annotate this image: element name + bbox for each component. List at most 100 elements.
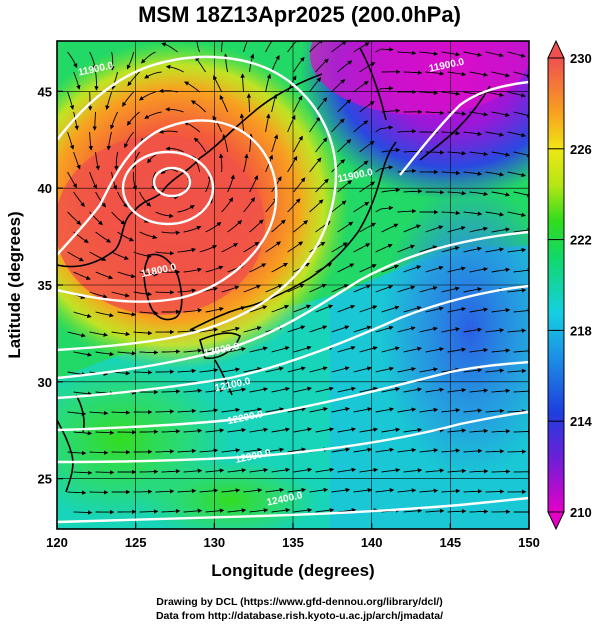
streamline-371 xyxy=(485,368,505,373)
streamline-129 xyxy=(491,151,511,157)
streamline-147 xyxy=(397,168,417,174)
streamline-22 xyxy=(73,71,81,90)
x-axis-ticks: 120 125 130 135 140 145 150 xyxy=(46,523,540,550)
streamline-235 xyxy=(397,244,416,253)
streamline-518 xyxy=(337,507,357,513)
streamline-429 xyxy=(315,427,335,433)
streamline-521 xyxy=(403,508,423,514)
streamline-6 xyxy=(196,41,201,53)
streamline-465 xyxy=(139,469,159,474)
streamline-98 xyxy=(287,114,296,133)
streamline-35 xyxy=(359,62,376,73)
y-tick-label-30: 30 xyxy=(38,375,52,390)
streamline-9 xyxy=(265,41,276,53)
streamline-302 xyxy=(425,306,444,313)
streamline-273 xyxy=(265,284,283,293)
streamline-430 xyxy=(337,427,357,433)
streamline-48 xyxy=(138,91,156,101)
streamline-18 xyxy=(463,51,483,57)
streamline-286 xyxy=(73,311,92,319)
streamline-478 xyxy=(425,468,445,473)
streamline-200 xyxy=(117,231,134,242)
streamline-53 xyxy=(265,73,272,93)
streamline-388 xyxy=(381,387,401,393)
streamline-366 xyxy=(375,366,394,373)
x-tick-label-150: 150 xyxy=(518,535,540,550)
streamline-57 xyxy=(353,80,369,93)
streamline-28 xyxy=(195,56,206,73)
streamline-156 xyxy=(117,191,128,208)
streamline-446 xyxy=(199,448,219,453)
streamline-49 xyxy=(158,88,178,94)
streamline-495 xyxy=(309,487,329,493)
streamline-316 xyxy=(243,326,262,333)
streamline-222 xyxy=(111,251,129,260)
credits-drawing: Drawing by DCL (https://www.gfd-dennou.o… xyxy=(156,596,443,608)
streamline-468 xyxy=(205,468,225,473)
streamline-333 xyxy=(139,350,159,355)
streamline-14 xyxy=(375,47,394,53)
streamline-255 xyxy=(359,264,377,273)
streamline-205 xyxy=(227,219,243,233)
streamline-228 xyxy=(243,241,260,253)
streamline-327 xyxy=(485,328,505,333)
streamline-188 xyxy=(331,200,347,213)
streamline-323 xyxy=(397,326,416,333)
streamline-418 xyxy=(73,430,93,436)
streamline-279 xyxy=(397,285,416,293)
streamline-234 xyxy=(375,244,393,253)
streamline-186 xyxy=(287,198,301,213)
streamline-342 xyxy=(337,345,356,353)
streamline-239 xyxy=(485,247,505,253)
streamline-225 xyxy=(177,247,197,253)
streamline-357 xyxy=(177,368,197,374)
streamline-405 xyxy=(265,407,285,413)
streamline-484 xyxy=(67,490,87,495)
streamline-383 xyxy=(271,386,290,393)
streamline-509 xyxy=(139,509,159,514)
streamline-99 xyxy=(309,116,321,133)
streamline-301 xyxy=(403,306,422,313)
streamline-100 xyxy=(331,118,345,133)
streamline-142 xyxy=(287,155,298,173)
wind-streamlines xyxy=(67,41,548,515)
streamline-331 xyxy=(95,351,115,357)
streamline-502 xyxy=(463,488,483,494)
streamline-83 xyxy=(447,111,467,116)
streamline-308 xyxy=(67,331,86,338)
streamline-237 xyxy=(441,245,460,253)
streamline-359 xyxy=(221,367,241,373)
streamline-378 xyxy=(161,389,181,394)
streamline-193 xyxy=(441,210,461,216)
streamline-409 xyxy=(353,406,373,413)
streamline-285 xyxy=(530,291,548,292)
streamline-194 xyxy=(463,211,483,216)
streamline-245 xyxy=(139,271,159,277)
streamline-153 xyxy=(530,172,548,176)
streamline-332 xyxy=(117,351,137,356)
streamline-423 xyxy=(183,428,203,434)
colorbar-gradient xyxy=(547,57,565,513)
streamline-416 xyxy=(507,409,527,414)
streamline-417 xyxy=(530,412,548,413)
streamline-67 xyxy=(92,111,97,131)
streamline-322 xyxy=(375,325,394,333)
streamline-458 xyxy=(463,448,483,454)
streamline-313 xyxy=(177,328,197,334)
x-axis-label: Longitude (degrees) xyxy=(211,561,374,580)
streamline-362 xyxy=(287,366,306,373)
streamline-389 xyxy=(403,387,423,393)
streamline-212 xyxy=(381,223,399,233)
streamline-367 xyxy=(397,366,416,373)
streamline-12 xyxy=(331,41,347,53)
streamline-210 xyxy=(337,221,354,233)
streamline-303 xyxy=(447,306,467,313)
streamline-110 xyxy=(73,151,81,170)
streamline-166 xyxy=(337,180,353,193)
streamline-123 xyxy=(359,140,375,153)
streamline-406 xyxy=(287,407,307,413)
streamline-151 xyxy=(485,171,505,177)
streamline-408 xyxy=(331,406,350,413)
streamline-243 xyxy=(95,271,114,280)
